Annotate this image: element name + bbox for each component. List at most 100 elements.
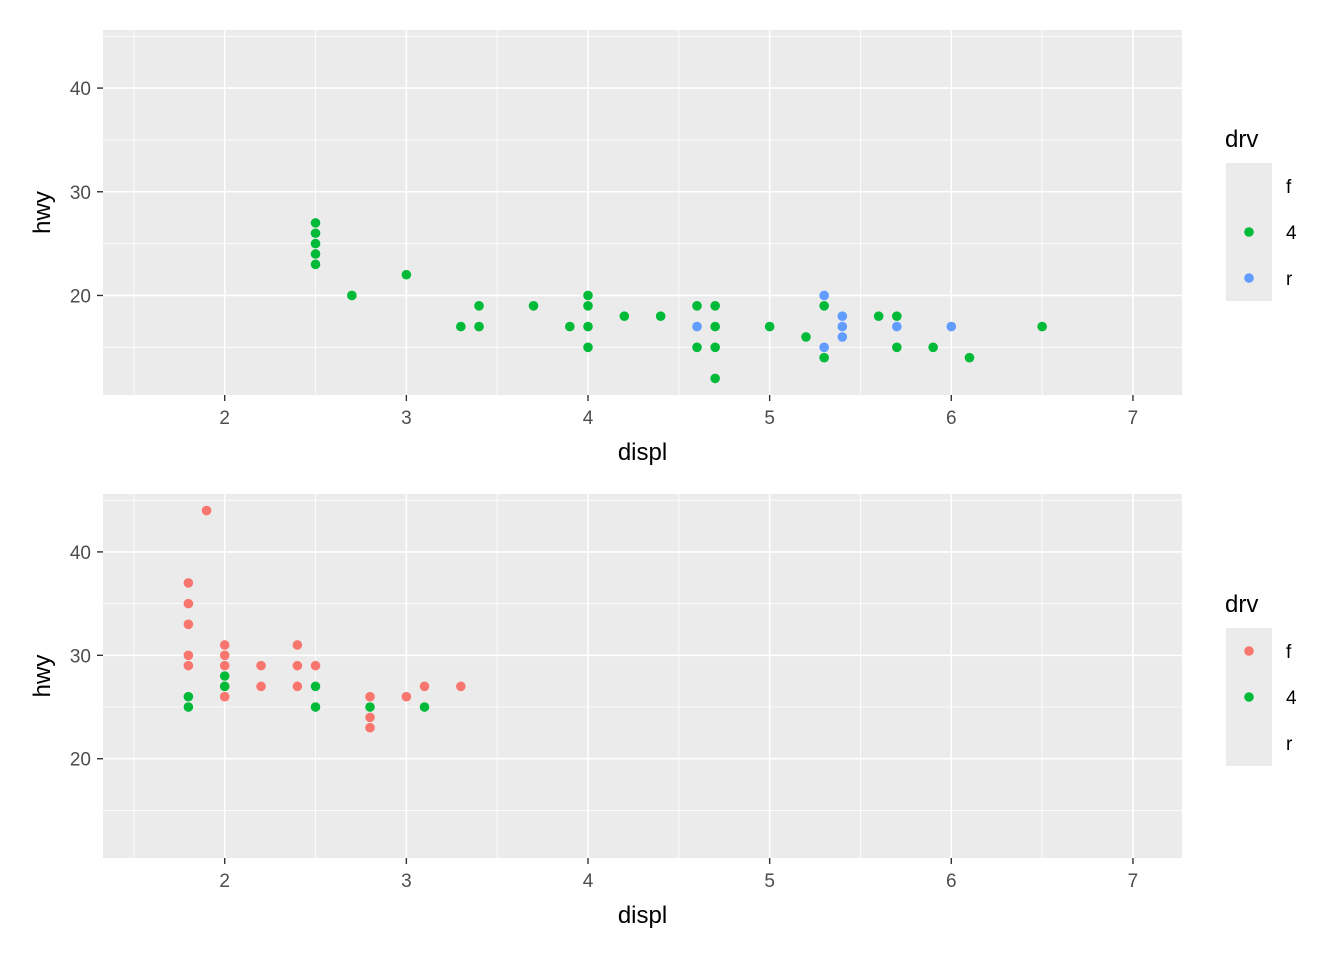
x-tick-label: 4 bbox=[583, 408, 594, 429]
point-4 bbox=[1037, 321, 1047, 332]
legend-label-r: r bbox=[1286, 734, 1293, 755]
y-tick-label: 30 bbox=[70, 646, 91, 667]
legend-label-r: r bbox=[1286, 269, 1293, 290]
legend-point-f bbox=[1244, 646, 1254, 656]
point-f bbox=[292, 681, 303, 692]
point-4 bbox=[219, 671, 230, 681]
x-tick-label: 7 bbox=[1128, 871, 1139, 892]
chart-bottom: 2 3 4 5 6 7 20 30 40 displ hwy drv f 4 r bbox=[29, 494, 1297, 929]
point-f bbox=[310, 660, 321, 671]
point-f bbox=[183, 578, 194, 588]
point-r bbox=[692, 321, 702, 332]
legend-point-4 bbox=[1244, 692, 1254, 702]
point-4 bbox=[583, 342, 593, 353]
legend-key-r bbox=[1226, 720, 1272, 766]
point-f bbox=[219, 650, 230, 661]
x-tick-label: 3 bbox=[401, 871, 412, 892]
legend-point-r bbox=[1244, 273, 1254, 283]
point-f bbox=[292, 660, 303, 671]
legend-title: drv bbox=[1225, 126, 1258, 153]
y-tick-label: 40 bbox=[70, 543, 91, 564]
point-4 bbox=[710, 301, 720, 311]
point-4 bbox=[310, 681, 321, 692]
y-tick-label: 30 bbox=[70, 183, 91, 204]
point-4 bbox=[310, 259, 321, 270]
point-4 bbox=[565, 321, 575, 332]
point-4 bbox=[401, 269, 412, 280]
point-4 bbox=[619, 311, 630, 321]
point-4 bbox=[710, 342, 720, 353]
point-r bbox=[819, 342, 829, 353]
y-tick-label: 20 bbox=[70, 750, 91, 771]
point-4 bbox=[964, 352, 975, 363]
legend-key-f bbox=[1226, 163, 1272, 209]
point-f bbox=[219, 660, 230, 671]
y-axis-title: hwy bbox=[29, 191, 56, 234]
legend-label-f: f bbox=[1286, 177, 1292, 198]
x-tick-label: 5 bbox=[764, 871, 775, 892]
point-4 bbox=[692, 342, 702, 353]
x-tick-label: 2 bbox=[219, 408, 230, 429]
point-r bbox=[946, 321, 957, 332]
point-f bbox=[456, 681, 466, 692]
point-f bbox=[183, 660, 194, 671]
point-4 bbox=[583, 301, 593, 311]
point-f bbox=[256, 681, 266, 692]
point-4 bbox=[474, 321, 484, 332]
point-4 bbox=[583, 290, 593, 301]
point-4 bbox=[183, 691, 194, 702]
legend-label-f: f bbox=[1286, 642, 1292, 663]
point-f bbox=[256, 660, 266, 671]
point-4 bbox=[928, 342, 938, 353]
point-4 bbox=[183, 702, 194, 712]
x-tick-label: 5 bbox=[764, 408, 775, 429]
point-f bbox=[401, 691, 412, 702]
point-4 bbox=[710, 321, 720, 332]
point-4 bbox=[219, 681, 230, 692]
point-4 bbox=[419, 702, 430, 712]
point-f bbox=[365, 691, 375, 702]
point-4 bbox=[347, 290, 357, 301]
x-tick-label: 4 bbox=[583, 871, 594, 892]
point-f bbox=[219, 640, 230, 650]
x-axis-title: displ bbox=[618, 902, 667, 929]
point-4 bbox=[310, 249, 321, 259]
point-f bbox=[219, 691, 230, 702]
point-4 bbox=[474, 301, 484, 311]
point-r bbox=[819, 290, 829, 301]
point-r bbox=[892, 321, 902, 332]
panel-background bbox=[103, 30, 1182, 395]
point-4 bbox=[655, 311, 666, 321]
y-axis-title: hwy bbox=[29, 655, 56, 698]
legend-point-4 bbox=[1244, 227, 1254, 237]
legend-title: drv bbox=[1225, 591, 1258, 618]
y-tick-label: 40 bbox=[70, 79, 91, 100]
point-4 bbox=[710, 373, 720, 384]
legend-label-4: 4 bbox=[1286, 688, 1297, 709]
point-4 bbox=[819, 352, 829, 363]
x-tick-label: 6 bbox=[946, 871, 957, 892]
point-f bbox=[201, 505, 212, 516]
point-4 bbox=[528, 301, 539, 311]
point-f bbox=[419, 681, 430, 692]
point-f bbox=[183, 598, 194, 609]
point-4 bbox=[310, 238, 321, 249]
point-4 bbox=[873, 311, 884, 321]
x-tick-label: 3 bbox=[401, 408, 412, 429]
point-4 bbox=[456, 321, 466, 332]
x-axis-title: displ bbox=[618, 439, 667, 466]
y-tick-label: 20 bbox=[70, 286, 91, 307]
point-4 bbox=[819, 301, 829, 311]
x-tick-label: 6 bbox=[946, 408, 957, 429]
point-f bbox=[183, 650, 194, 661]
point-f bbox=[292, 640, 303, 650]
panel-background bbox=[103, 494, 1182, 858]
point-4 bbox=[892, 342, 902, 353]
point-r bbox=[837, 332, 848, 342]
point-r bbox=[837, 321, 848, 332]
legend-label-4: 4 bbox=[1286, 223, 1297, 244]
point-4 bbox=[801, 332, 811, 342]
point-4 bbox=[310, 218, 321, 228]
point-4 bbox=[583, 321, 593, 332]
